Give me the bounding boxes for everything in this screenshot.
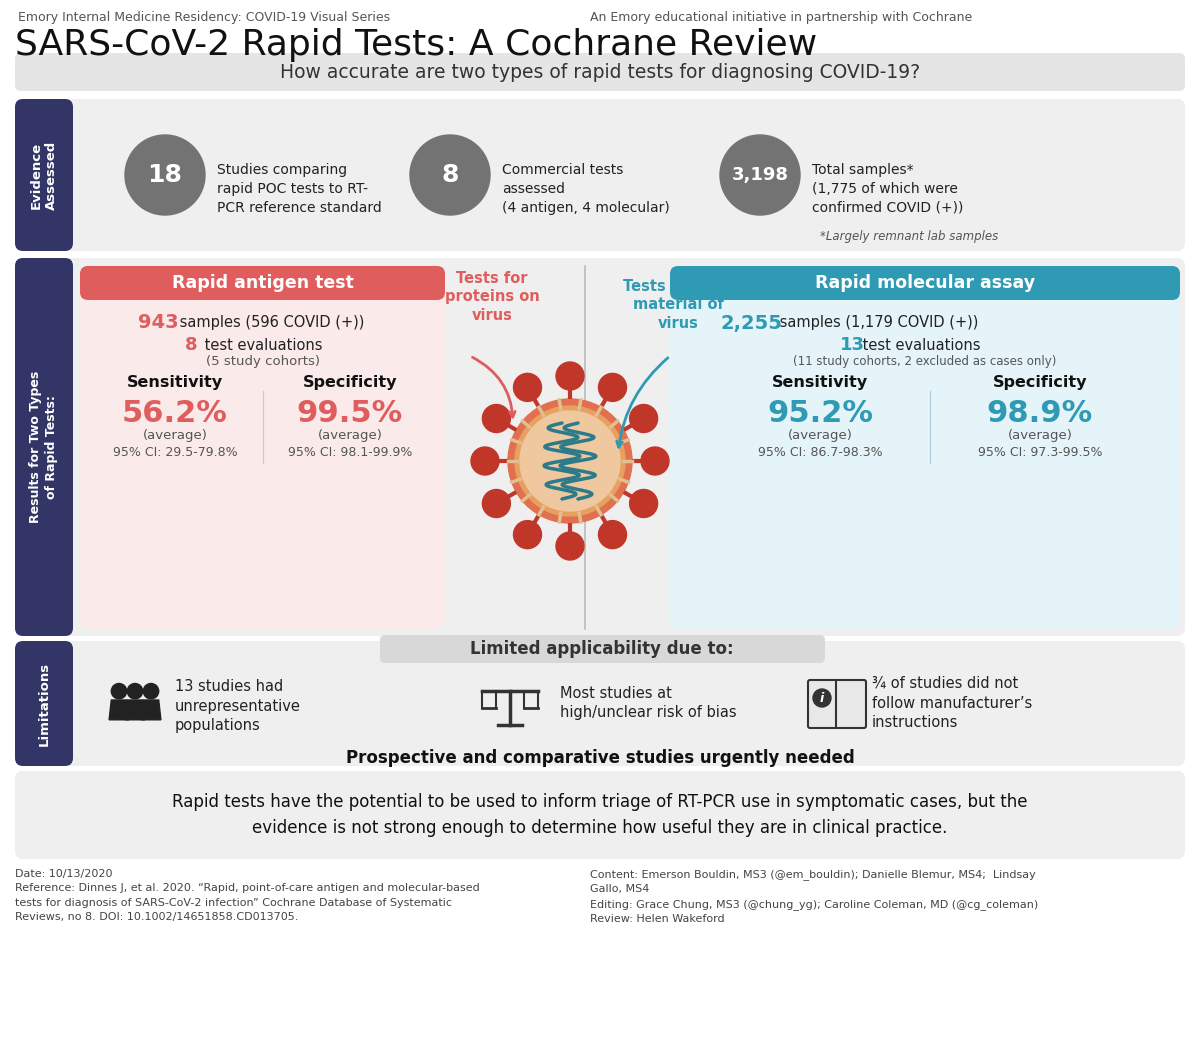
FancyBboxPatch shape: [80, 266, 445, 628]
FancyBboxPatch shape: [380, 635, 826, 663]
Text: SARS-CoV-2 Rapid Tests: A Cochrane Review: SARS-CoV-2 Rapid Tests: A Cochrane Revie…: [14, 28, 817, 62]
Text: Tests for
proteins on
virus: Tests for proteins on virus: [445, 271, 539, 323]
Text: test evaluations: test evaluations: [858, 337, 980, 352]
Circle shape: [508, 399, 632, 523]
Circle shape: [410, 135, 490, 215]
Circle shape: [556, 532, 584, 560]
Text: 95% CI: 97.3-99.5%: 95% CI: 97.3-99.5%: [978, 447, 1103, 459]
Polygon shape: [109, 700, 128, 720]
Polygon shape: [125, 700, 145, 720]
Circle shape: [482, 490, 510, 517]
Circle shape: [599, 373, 626, 401]
Text: 56.2%: 56.2%: [122, 398, 228, 428]
Text: i: i: [820, 692, 824, 704]
Text: test evaluations: test evaluations: [200, 337, 323, 352]
Circle shape: [514, 520, 541, 549]
Text: Specificity: Specificity: [992, 375, 1087, 391]
Circle shape: [641, 447, 670, 475]
Text: Evidence
Assessed: Evidence Assessed: [30, 141, 58, 209]
Text: Content: Emerson Bouldin, MS3 (@em_bouldin); Danielle Blemur, MS4;  Lindsay
Gall: Content: Emerson Bouldin, MS3 (@em_bould…: [590, 869, 1038, 924]
FancyBboxPatch shape: [14, 99, 73, 251]
FancyBboxPatch shape: [14, 99, 1186, 251]
Text: Results for Two Types
of Rapid Tests:: Results for Two Types of Rapid Tests:: [30, 371, 59, 523]
Text: 95% CI: 86.7-98.3%: 95% CI: 86.7-98.3%: [757, 447, 882, 459]
FancyBboxPatch shape: [14, 257, 1186, 636]
FancyBboxPatch shape: [808, 680, 866, 728]
Text: How accurate are two types of rapid tests for diagnosing COVID-19?: How accurate are two types of rapid test…: [280, 62, 920, 82]
Circle shape: [143, 683, 158, 699]
Circle shape: [514, 373, 541, 401]
FancyBboxPatch shape: [14, 771, 1186, 859]
Text: (average): (average): [787, 429, 852, 441]
FancyBboxPatch shape: [14, 641, 1186, 766]
Circle shape: [470, 447, 499, 475]
FancyBboxPatch shape: [14, 641, 73, 766]
Text: samples (596 COVID (+)): samples (596 COVID (+)): [175, 315, 365, 330]
Circle shape: [520, 411, 620, 511]
Text: 8: 8: [185, 336, 198, 354]
Text: Tests genetic
material of
virus: Tests genetic material of virus: [623, 279, 733, 331]
Text: Sensitivity: Sensitivity: [127, 375, 223, 391]
Text: Sensitivity: Sensitivity: [772, 375, 868, 391]
Text: Prospective and comparative studies urgently needed: Prospective and comparative studies urge…: [346, 749, 854, 767]
Text: (average): (average): [318, 429, 383, 441]
Circle shape: [112, 683, 127, 699]
FancyBboxPatch shape: [80, 266, 445, 300]
Circle shape: [814, 689, 830, 707]
Text: Limitations: Limitations: [37, 662, 50, 746]
Circle shape: [515, 406, 625, 516]
Circle shape: [556, 362, 584, 390]
Text: 3,198: 3,198: [732, 166, 788, 184]
FancyBboxPatch shape: [670, 266, 1180, 300]
Text: Specificity: Specificity: [302, 375, 397, 391]
Text: Total samples*
(1,775 of which were
confirmed COVID (+)): Total samples* (1,775 of which were conf…: [812, 163, 964, 214]
Text: 95% CI: 98.1-99.9%: 95% CI: 98.1-99.9%: [288, 447, 412, 459]
Text: Commercial tests
assessed
(4 antigen, 4 molecular): Commercial tests assessed (4 antigen, 4 …: [502, 163, 670, 214]
Circle shape: [127, 683, 143, 699]
Text: 13: 13: [840, 336, 865, 354]
Circle shape: [482, 405, 510, 433]
Text: (average): (average): [1008, 429, 1073, 441]
Text: Studies comparing
rapid POC tests to RT-
PCR reference standard: Studies comparing rapid POC tests to RT-…: [217, 163, 382, 214]
FancyBboxPatch shape: [670, 266, 1180, 628]
Text: 99.5%: 99.5%: [296, 398, 403, 428]
Text: (11 study cohorts, 2 excluded as cases only): (11 study cohorts, 2 excluded as cases o…: [793, 354, 1057, 368]
Text: Rapid tests have the potential to be used to inform triage of RT-PCR use in symp: Rapid tests have the potential to be use…: [173, 794, 1027, 837]
Text: Most studies at
high/unclear risk of bias: Most studies at high/unclear risk of bia…: [560, 685, 737, 720]
Circle shape: [720, 135, 800, 215]
Text: Rapid antigen test: Rapid antigen test: [172, 274, 354, 292]
Text: An Emory educational initiative in partnership with Cochrane: An Emory educational initiative in partn…: [590, 11, 972, 24]
FancyBboxPatch shape: [14, 53, 1186, 91]
Text: Rapid molecular assay: Rapid molecular assay: [815, 274, 1036, 292]
Text: (average): (average): [143, 429, 208, 441]
Text: 95.2%: 95.2%: [767, 398, 874, 428]
Text: ¾ of studies did not
follow manufacturer’s
instructions: ¾ of studies did not follow manufacturer…: [872, 676, 1032, 730]
Text: Limited applicability due to:: Limited applicability due to:: [470, 640, 734, 658]
Text: samples (1,179 COVID (+)): samples (1,179 COVID (+)): [775, 315, 978, 330]
Circle shape: [125, 135, 205, 215]
Circle shape: [630, 405, 658, 433]
Circle shape: [630, 490, 658, 517]
FancyBboxPatch shape: [14, 257, 73, 636]
Text: 943: 943: [138, 313, 179, 332]
Circle shape: [599, 520, 626, 549]
Text: 98.9%: 98.9%: [986, 398, 1093, 428]
Text: (5 study cohorts): (5 study cohorts): [206, 354, 320, 368]
Text: 8: 8: [442, 163, 458, 187]
Text: Emory Internal Medicine Residency: COVID-19 Visual Series: Emory Internal Medicine Residency: COVID…: [18, 11, 390, 24]
Text: 18: 18: [148, 163, 182, 187]
Text: *Largely remnant lab samples: *Largely remnant lab samples: [820, 230, 998, 243]
Text: 13 studies had
unrepresentative
populations: 13 studies had unrepresentative populati…: [175, 679, 301, 734]
Text: 95% CI: 29.5-79.8%: 95% CI: 29.5-79.8%: [113, 447, 238, 459]
Text: 2,255: 2,255: [720, 313, 782, 332]
Text: Date: 10/13/2020
Reference: Dinnes J, et al. 2020. “Rapid, point-of-care antigen: Date: 10/13/2020 Reference: Dinnes J, et…: [14, 869, 480, 922]
Polygon shape: [142, 700, 161, 720]
